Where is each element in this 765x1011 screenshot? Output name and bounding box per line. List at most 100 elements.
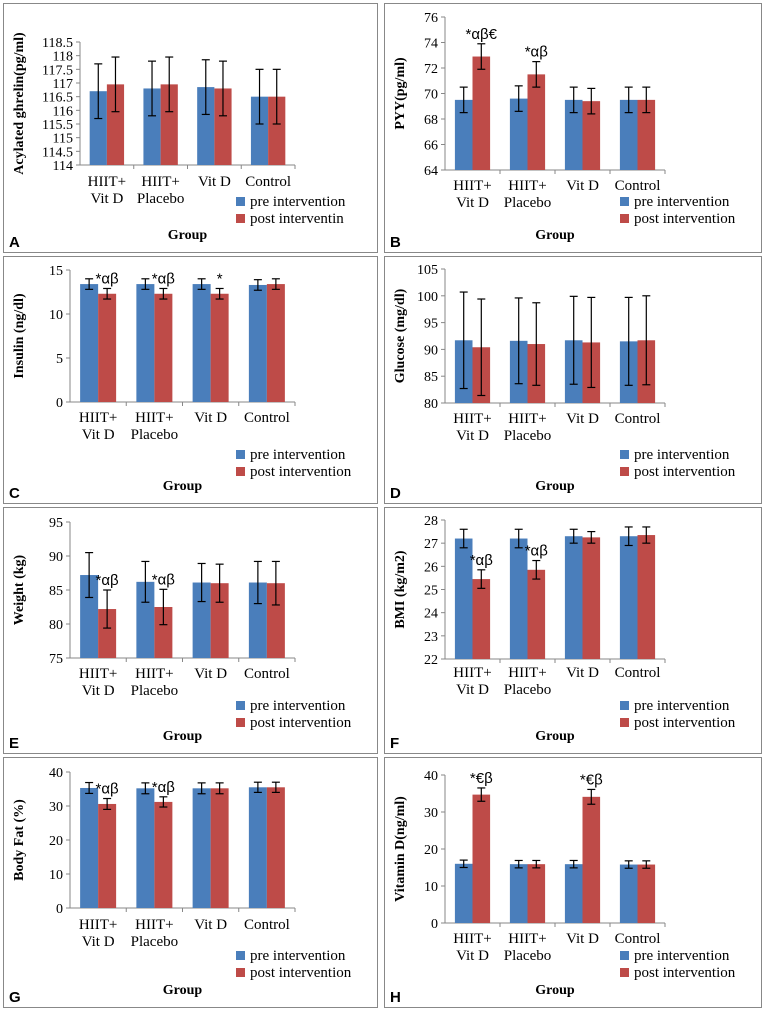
bar-post-g-3 [266,787,285,908]
significance-annotation: *αβ [96,572,120,589]
x-category-label: Vit D [456,682,489,698]
x-category-label: HIIT+ [508,665,546,681]
bar-pre-c-1 [136,284,155,402]
bar-pre-f-0 [454,538,473,659]
bar-post-b-0 [472,56,491,170]
y-tick-label: 22 [424,653,438,668]
bar-post-e-0 [98,609,117,658]
x-category-label: Vit D [456,195,489,211]
x-category-label: HIIT+ [88,174,126,190]
y-tick-label: 90 [424,343,438,358]
bar-post-g-0 [98,803,117,908]
x-category-label: HIIT+ [508,178,546,194]
y-tick-label: 10 [49,868,63,883]
bar-post-f-1 [527,569,546,659]
panel-letter: B [390,234,401,251]
y-tick-label: 95 [49,516,63,531]
panel-border [3,507,378,754]
x-category-label: Vit D [566,931,599,947]
y-axis-title: Weight (kg) [12,554,27,625]
legend-label-pre: pre intervention [250,194,346,210]
y-tick-label: 20 [424,843,438,858]
y-tick-label: 74 [424,37,438,52]
chart-panel-a: 118.5118117.5117116.5116115.5115114.5114… [3,3,378,253]
significance-annotation: *€β [470,770,493,787]
significance-annotation: *€β [580,771,603,788]
y-tick-label: 76 [424,11,438,26]
bar-pre-f-2 [564,536,583,659]
x-axis-title: Group [535,228,575,243]
x-axis-title: Group [535,479,575,494]
y-tick-label: 40 [424,769,438,784]
bar-post-e-1 [154,607,173,658]
bar-pre-h-0 [454,863,473,923]
x-category-label: Vit D [194,410,227,426]
bar-pre-a-0 [89,91,107,165]
x-category-label: Vit D [198,174,231,190]
y-tick-label: 0 [56,396,63,411]
significance-annotation: *αβ [525,543,549,560]
y-tick-label: 0 [56,902,63,917]
bar-post-e-2 [210,583,229,658]
y-tick-label: 40 [49,766,63,781]
x-axis-title: Group [163,983,203,998]
y-tick-label: 72 [424,62,438,77]
bar-post-c-3 [266,284,285,402]
x-category-label: Placebo [131,683,178,699]
bar-post-h-0 [472,794,491,923]
y-axis-title: Body Fat (%) [12,799,27,881]
legend-swatch-post [620,968,629,977]
y-tick-label: 116 [53,104,73,119]
legend-label-post: post intervention [634,715,736,731]
legend-swatch-post [236,718,245,727]
bar-post-c-0 [98,293,117,402]
y-axis-title: Glucose (mg/dl) [393,288,408,383]
legend-swatch-pre [236,951,245,960]
bar-pre-g-1 [136,788,155,908]
y-tick-label: 114.5 [42,145,73,160]
y-axis-title: BMI (kg/m2) [393,550,408,629]
x-category-label: Vit D [82,683,115,699]
y-tick-label: 117 [53,77,73,92]
bar-post-a-1 [160,84,178,165]
legend-swatch-post [236,467,245,476]
bar-pre-e-0 [80,575,99,658]
legend-label-post: post intervention [250,464,352,480]
y-tick-label: 24 [424,607,438,622]
x-category-label: HIIT+ [135,666,173,682]
y-tick-label: 85 [49,584,63,599]
x-category-label: HIIT+ [508,411,546,427]
y-axis-title: Acylated ghrelin(pg/ml) [12,32,27,175]
x-category-label: HIIT+ [79,410,117,426]
bar-pre-a-3 [250,96,269,165]
legend-label-pre: pre intervention [634,948,730,964]
bar-post-g-1 [154,801,173,908]
bar-post-a-3 [268,96,286,165]
y-tick-label: 100 [417,290,438,305]
y-tick-label: 0 [431,917,438,932]
x-category-label: HIIT+ [79,666,117,682]
legend-label-pre: pre intervention [250,948,346,964]
x-axis-title: Group [168,228,208,243]
y-tick-label: 80 [49,618,63,633]
bar-post-f-2 [582,537,601,659]
legend-label-pre: pre intervention [634,447,730,463]
x-category-label: Placebo [137,191,184,207]
panel-letter: A [9,234,20,251]
bar-post-h-2 [582,796,601,923]
bar-pre-g-2 [192,788,211,908]
legend-label-post: post intervention [634,965,736,981]
y-tick-label: 117.5 [42,63,73,78]
significance-annotation: *αβ [470,552,494,569]
legend-swatch-post [620,718,629,727]
bar-pre-c-2 [192,284,211,402]
legend-swatch-pre [620,450,629,459]
y-tick-label: 105 [417,263,438,278]
bar-pre-e-2 [192,582,211,658]
x-category-label: Placebo [504,428,551,444]
y-tick-label: 118 [53,50,73,65]
bar-pre-g-3 [248,787,267,908]
legend-swatch-post [620,467,629,476]
bar-post-g-2 [210,788,229,908]
